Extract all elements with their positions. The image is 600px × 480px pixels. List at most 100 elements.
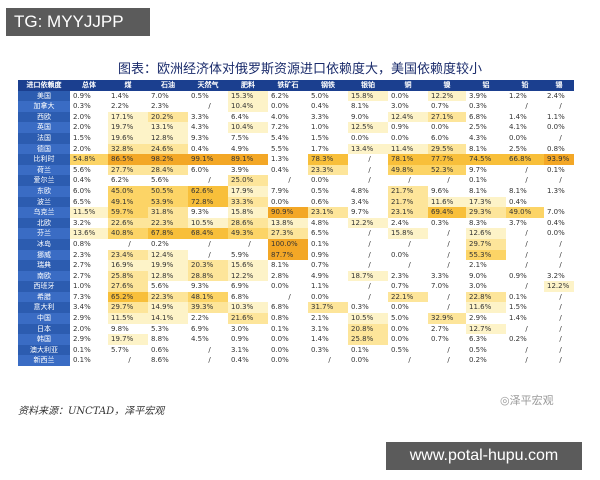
table-cell: 0.9% xyxy=(308,249,348,261)
table-cell: / xyxy=(544,132,574,144)
table-cell: / xyxy=(108,355,148,367)
table-cell: 53.9% xyxy=(148,196,188,208)
table-cell: 14.1% xyxy=(148,313,188,324)
table-row: 新西兰 0.1%/8.6%/0.4% 0.0%/0.0% //0.2% / / xyxy=(18,355,574,367)
table-cell: 5.5% xyxy=(268,143,308,155)
table-cell: 12.4% xyxy=(148,249,188,261)
table-cell: 0.4% xyxy=(506,196,544,208)
table-cell: 19.7% xyxy=(108,334,148,345)
table-cell: 5.6% xyxy=(148,175,188,186)
table-cell: 0.2% xyxy=(506,334,544,345)
table-row: 德国 2.0% 32.8% 24.6% 0.4% 4.9% 5.5% 1.7% 13.4% 11.… xyxy=(18,143,574,155)
table-cell: 0.8% xyxy=(544,143,574,155)
table-cell: 100.0% xyxy=(268,238,308,250)
table-cell: 27.6% xyxy=(108,281,148,292)
table-cell: / xyxy=(348,154,388,165)
table-cell: 78.1% xyxy=(388,154,428,165)
table-cell: 15.6% xyxy=(228,260,268,271)
table-cell: 2.9% xyxy=(70,313,108,324)
table-cell: 12.5% xyxy=(348,122,388,133)
column-header: 天然气 xyxy=(188,80,228,91)
table-row: 美国 0.9% 1.4% 7.0% 0.5% 15.3% 6.2% 5.0% 15.8% 0.0%… xyxy=(18,90,574,102)
column-header: 铜 xyxy=(388,80,428,91)
table-cell: 1.4% xyxy=(506,313,544,324)
table-row: 意大利 3.4% 29.7% 14.9% 39.3% 10.3% 6.8% 31.7% 0.3%… xyxy=(18,302,574,314)
table-cell: 2.5% xyxy=(506,143,544,155)
table-cell: 3.1% xyxy=(308,323,348,335)
table-cell: 23.4% xyxy=(108,249,148,261)
table-cell: / xyxy=(348,281,388,292)
table-cell: 0.0% xyxy=(268,344,308,356)
table-cell: 8.1% xyxy=(506,185,544,197)
table-cell: 49.0% xyxy=(506,207,544,218)
table-cell: 19.7% xyxy=(108,122,148,133)
table-cell: 11.6% xyxy=(428,196,466,208)
table-cell: 3.9% xyxy=(228,164,268,176)
table-cell: 23.3% xyxy=(308,164,348,176)
column-header: 铅 xyxy=(506,80,544,91)
table-row: 希腊 7.3% 65.2% 22.3% 48.1% 6.8%/0.0%/22.1%/22.… xyxy=(18,291,574,303)
table-cell: 0.4% xyxy=(228,355,268,367)
table-cell: 2.0% xyxy=(70,323,108,335)
column-header: 煤 xyxy=(108,80,148,91)
table-cell: 0.4% xyxy=(188,143,228,155)
table-cell: 22.3% xyxy=(148,291,188,303)
table-cell: 9.3% xyxy=(188,281,228,292)
table-cell: 7.9% xyxy=(268,185,308,197)
table-cell: / xyxy=(506,175,544,186)
table-row: 西班牙 1.0% 27.6% 5.6% 9.3% 6.9% 0.0% 1.1%/0.7% 7.0… xyxy=(18,281,574,292)
table-cell: / xyxy=(348,260,388,271)
row-label: 荷兰 xyxy=(18,164,70,176)
table-cell: / xyxy=(544,260,574,271)
table-cell: 6.3% xyxy=(466,334,506,345)
table-cell: 5.6% xyxy=(70,164,108,176)
table-cell: 17.1% xyxy=(108,111,148,123)
table-cell: 7.0% xyxy=(544,207,574,218)
table-cell: 9.8% xyxy=(108,323,148,335)
table-cell: 1.0% xyxy=(70,281,108,292)
table-cell: 4.5% xyxy=(188,334,228,345)
table-cell: / xyxy=(348,228,388,239)
table-cell: 23.1% xyxy=(388,207,428,218)
table-cell: 2.3% xyxy=(70,249,108,261)
table-cell: 12.7% xyxy=(466,323,506,335)
table-cell: 2.7% xyxy=(70,270,108,282)
table-cell: 0.0% xyxy=(268,196,308,208)
table-cell: 5.0% xyxy=(388,313,428,324)
table-cell: 10.5% xyxy=(188,217,228,229)
table-cell: 0.1% xyxy=(506,291,544,303)
table-cell: 6.8% xyxy=(268,302,308,314)
table-cell: 1.4% xyxy=(108,90,148,102)
table-cell: 6.4% xyxy=(228,111,268,123)
table-cell: 6.8% xyxy=(466,111,506,123)
table-cell: 19.6% xyxy=(108,132,148,144)
table-cell: 98.2% xyxy=(148,154,188,165)
table-cell: / xyxy=(188,238,228,250)
table-row: 北欧 3.2% 22.6% 22.3% 10.5% 28.6% 13.8% 4.8% 12.2%… xyxy=(18,217,574,229)
column-header: 进口依赖度 xyxy=(18,80,70,91)
table-cell: 3.0% xyxy=(466,281,506,292)
table-cell: 0.0% xyxy=(388,90,428,102)
table-cell: 8.1% xyxy=(268,260,308,271)
table-cell: 20.8% xyxy=(348,323,388,335)
table-cell: 0.0% xyxy=(428,122,466,133)
table-cell: / xyxy=(388,238,428,250)
table-cell: 0.1% xyxy=(268,323,308,335)
table-cell: 11.6% xyxy=(466,302,506,314)
table-cell: 0.0% xyxy=(268,334,308,345)
table-cell: 6.8% xyxy=(228,291,268,303)
column-header: 银铂 xyxy=(348,80,388,91)
table-cell: 0.2% xyxy=(148,238,188,250)
row-label: 西班牙 xyxy=(18,281,70,292)
table-cell: 6.5% xyxy=(70,196,108,208)
table-cell: / xyxy=(188,101,228,112)
table-cell: 3.4% xyxy=(70,302,108,314)
table-cell: 1.3% xyxy=(544,185,574,197)
table-cell: 9.3% xyxy=(188,132,228,144)
table-cell: 7.3% xyxy=(70,291,108,303)
table-cell: 66.8% xyxy=(506,154,544,165)
row-label: 比利时 xyxy=(18,154,70,165)
table-cell: 28.8% xyxy=(188,270,228,282)
table-cell: 0.0% xyxy=(308,175,348,186)
table-cell: 12.2% xyxy=(348,217,388,229)
